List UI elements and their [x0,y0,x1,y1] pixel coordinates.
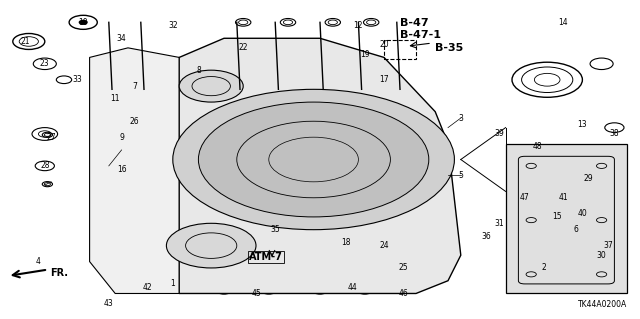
Polygon shape [90,48,192,293]
Text: 30: 30 [596,251,607,260]
Text: 3: 3 [458,114,463,122]
Text: 1: 1 [170,279,175,288]
Text: 22: 22 [239,43,248,52]
Text: FR.: FR. [50,268,68,278]
Text: 48: 48 [532,142,543,151]
Text: 23: 23 [40,59,50,68]
Text: 2: 2 [541,263,547,272]
Text: 38: 38 [609,130,620,138]
Circle shape [173,89,454,230]
Text: 9: 9 [119,133,124,142]
Text: 35: 35 [270,225,280,234]
Circle shape [79,20,87,24]
Text: 7: 7 [132,82,137,91]
Text: 16: 16 [116,165,127,174]
Text: 4: 4 [36,257,41,266]
Text: 17: 17 [379,75,389,84]
Text: B-47-1: B-47-1 [400,30,441,40]
Text: 14: 14 [558,18,568,27]
Text: 33: 33 [72,75,82,84]
Circle shape [166,223,256,268]
Text: 41: 41 [558,193,568,202]
Polygon shape [179,38,461,293]
Text: 19: 19 [360,50,370,59]
Text: B-35: B-35 [435,43,463,53]
Circle shape [179,70,243,102]
Text: 24: 24 [379,241,389,250]
Text: 25: 25 [398,263,408,272]
Polygon shape [506,144,627,293]
Text: 47: 47 [520,193,530,202]
Text: 27: 27 [46,133,56,142]
Text: 31: 31 [494,219,504,228]
Text: 6: 6 [573,225,579,234]
Circle shape [198,102,429,217]
Text: 37: 37 [603,241,613,250]
Text: 11: 11 [111,94,120,103]
Text: 46: 46 [398,289,408,298]
Text: B-47: B-47 [400,18,429,27]
Text: ATM-7: ATM-7 [249,252,282,262]
Text: 20: 20 [379,40,389,49]
Text: 40: 40 [577,209,588,218]
Text: 42: 42 [142,283,152,292]
Text: 26: 26 [129,117,140,126]
Text: 10: 10 [78,18,88,27]
Text: 21: 21 [21,37,30,46]
Text: 39: 39 [494,130,504,138]
Text: 32: 32 [168,21,178,30]
Text: 13: 13 [577,120,588,129]
Text: 8: 8 [196,66,201,75]
Text: 18: 18 [341,238,350,247]
Text: 36: 36 [481,232,492,241]
Text: TK44A0200A: TK44A0200A [578,300,627,309]
Text: 15: 15 [552,212,562,221]
Text: 45: 45 [251,289,261,298]
Text: 34: 34 [116,34,127,43]
Text: 44: 44 [347,283,357,292]
Text: 29: 29 [584,174,594,183]
Text: 43: 43 [104,299,114,308]
Text: 5: 5 [458,171,463,180]
Text: 28: 28 [40,161,49,170]
Text: 12: 12 [354,21,363,30]
